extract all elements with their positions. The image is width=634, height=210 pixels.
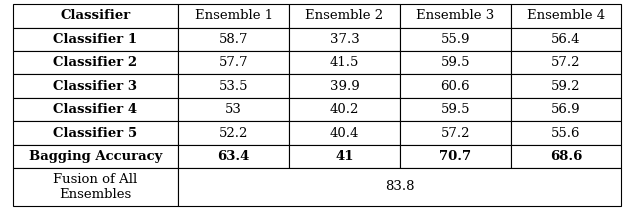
Bar xyxy=(13,28,178,51)
Text: Classifier 2: Classifier 2 xyxy=(53,56,138,69)
Text: Classifier: Classifier xyxy=(60,9,131,22)
Text: 59.5: 59.5 xyxy=(441,103,470,116)
Text: Ensemble 1: Ensemble 1 xyxy=(195,9,273,22)
Text: 56.9: 56.9 xyxy=(551,103,581,116)
Bar xyxy=(178,28,289,51)
Bar xyxy=(289,51,400,75)
Bar xyxy=(510,28,621,51)
Bar xyxy=(13,168,178,206)
Bar xyxy=(510,4,621,28)
Bar xyxy=(13,4,178,28)
Bar xyxy=(510,51,621,75)
Bar xyxy=(13,121,178,145)
Text: 56.4: 56.4 xyxy=(551,33,581,46)
Bar xyxy=(400,98,510,121)
Bar xyxy=(400,121,510,145)
Text: 57.7: 57.7 xyxy=(219,56,249,69)
Text: 52.2: 52.2 xyxy=(219,126,249,139)
Bar xyxy=(289,121,400,145)
Bar xyxy=(178,145,289,168)
Text: 55.6: 55.6 xyxy=(551,126,581,139)
Text: Ensemble 4: Ensemble 4 xyxy=(527,9,605,22)
Text: Bagging Accuracy: Bagging Accuracy xyxy=(29,150,162,163)
Text: 60.6: 60.6 xyxy=(441,80,470,93)
Bar xyxy=(13,145,178,168)
Text: 53.5: 53.5 xyxy=(219,80,249,93)
Text: 55.9: 55.9 xyxy=(441,33,470,46)
Bar xyxy=(289,98,400,121)
Bar xyxy=(178,75,289,98)
Text: 53: 53 xyxy=(225,103,242,116)
Bar xyxy=(178,168,621,206)
Bar xyxy=(510,145,621,168)
Bar xyxy=(289,145,400,168)
Bar xyxy=(178,98,289,121)
Text: Classifier 5: Classifier 5 xyxy=(53,126,138,139)
Text: 57.2: 57.2 xyxy=(441,126,470,139)
Bar xyxy=(289,28,400,51)
Bar xyxy=(289,4,400,28)
Text: 63.4: 63.4 xyxy=(217,150,250,163)
Text: 41: 41 xyxy=(335,150,354,163)
Text: 40.2: 40.2 xyxy=(330,103,359,116)
Bar xyxy=(13,98,178,121)
Text: 40.4: 40.4 xyxy=(330,126,359,139)
Bar xyxy=(510,75,621,98)
Bar xyxy=(178,51,289,75)
Bar xyxy=(400,4,510,28)
Text: 59.5: 59.5 xyxy=(441,56,470,69)
Text: 39.9: 39.9 xyxy=(330,80,359,93)
Text: Ensemble 2: Ensemble 2 xyxy=(306,9,384,22)
Bar xyxy=(178,121,289,145)
Text: Fusion of All
Ensembles: Fusion of All Ensembles xyxy=(53,173,138,201)
Bar xyxy=(178,4,289,28)
Bar xyxy=(400,28,510,51)
Text: 41.5: 41.5 xyxy=(330,56,359,69)
Text: 59.2: 59.2 xyxy=(551,80,581,93)
Bar xyxy=(400,75,510,98)
Text: 57.2: 57.2 xyxy=(551,56,581,69)
Text: 68.6: 68.6 xyxy=(550,150,582,163)
Bar xyxy=(510,98,621,121)
Text: 83.8: 83.8 xyxy=(385,180,415,193)
Bar xyxy=(510,121,621,145)
Bar xyxy=(13,75,178,98)
Text: Classifier 3: Classifier 3 xyxy=(53,80,138,93)
Text: 58.7: 58.7 xyxy=(219,33,249,46)
Text: Ensemble 3: Ensemble 3 xyxy=(416,9,495,22)
Bar xyxy=(13,51,178,75)
Text: Classifier 1: Classifier 1 xyxy=(53,33,138,46)
Bar xyxy=(289,75,400,98)
Text: 70.7: 70.7 xyxy=(439,150,471,163)
Text: 37.3: 37.3 xyxy=(330,33,359,46)
Bar xyxy=(400,51,510,75)
Text: Classifier 4: Classifier 4 xyxy=(53,103,138,116)
Bar xyxy=(400,145,510,168)
